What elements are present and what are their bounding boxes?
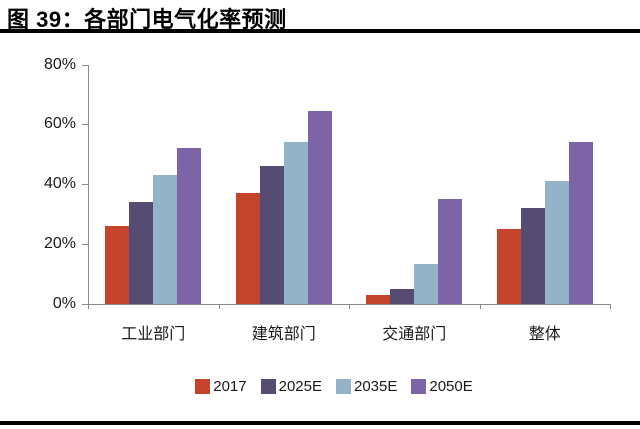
bar-2050E-整体 xyxy=(568,142,593,304)
legend-item-2050E: 2050E xyxy=(411,378,473,395)
y-tick xyxy=(82,304,88,305)
legend-swatch-icon xyxy=(195,379,211,394)
legend-swatch-icon xyxy=(336,379,351,394)
x-tick xyxy=(349,304,350,309)
title-underline xyxy=(0,29,640,33)
bar-2025E-交通部门 xyxy=(390,289,415,304)
y-axis-tick-label: 20% xyxy=(43,235,76,253)
y-tick xyxy=(82,244,88,246)
x-tick xyxy=(610,304,611,309)
x-axis-category-label: 建筑部门 xyxy=(251,326,316,343)
y-axis-tick-label: 40% xyxy=(43,175,76,193)
y-tick xyxy=(82,184,88,186)
bar-2017-工业部门 xyxy=(105,226,130,304)
x-tick xyxy=(218,304,220,309)
y-axis-line xyxy=(88,64,89,304)
bar-2025E-整体 xyxy=(520,208,545,304)
bar-2050E-建筑部门 xyxy=(307,110,332,304)
y-tick xyxy=(82,64,88,66)
x-axis-category-label: 工业部门 xyxy=(121,326,186,343)
legend-item-2035E: 2035E xyxy=(336,379,397,394)
legend-swatch-icon xyxy=(411,379,427,394)
x-tick xyxy=(479,304,481,309)
bar-2017-交通部门 xyxy=(366,295,391,304)
bar-2017-整体 xyxy=(496,229,521,304)
y-axis-tick-label: 0% xyxy=(52,295,76,312)
x-tick xyxy=(88,304,89,309)
legend-item-2017: 2017 xyxy=(195,378,247,395)
bar-2017-建筑部门 xyxy=(235,193,260,304)
y-tick xyxy=(82,124,88,126)
bar-2050E-工业部门 xyxy=(177,148,202,304)
figure-title: 图 39：各部门电气化率预测 xyxy=(7,7,287,32)
y-axis-tick-label: 80% xyxy=(43,55,76,73)
chart-legend: 2017 2025E 2035E 2050E xyxy=(14,379,640,394)
legend-item-2025E: 2025E xyxy=(260,378,322,395)
x-axis-category-label: 整体 xyxy=(528,326,561,343)
bar-2025E-工业部门 xyxy=(129,202,154,304)
bar-2025E-建筑部门 xyxy=(259,166,284,304)
bar-2050E-交通部门 xyxy=(438,199,463,304)
legend-swatch-icon xyxy=(260,379,276,394)
legend-label: 2025E xyxy=(278,378,322,395)
legend-label: 2035E xyxy=(354,378,398,395)
legend-label: 2050E xyxy=(429,378,473,395)
bar-2035E-整体 xyxy=(544,181,569,304)
bottom-rule xyxy=(0,421,640,425)
bar-2035E-工业部门 xyxy=(153,175,178,304)
bar-2035E-交通部门 xyxy=(414,263,439,304)
legend-label: 2017 xyxy=(213,378,247,395)
y-axis-tick-label: 60% xyxy=(43,115,76,133)
x-axis-category-label: 交通部门 xyxy=(382,326,447,343)
bar-2035E-建筑部门 xyxy=(283,142,308,304)
